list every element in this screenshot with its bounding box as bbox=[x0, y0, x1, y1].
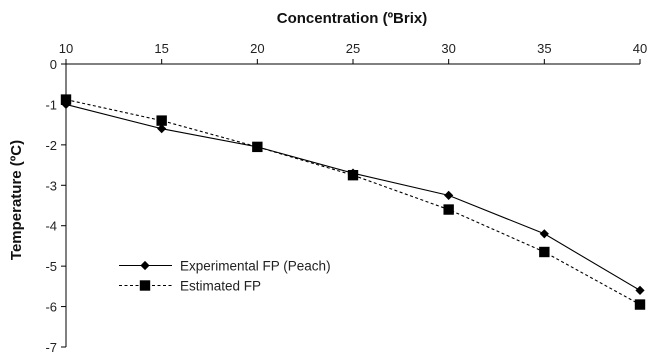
series-line bbox=[65, 99, 641, 306]
y-tick-label: -1 bbox=[45, 97, 57, 112]
legend-item: Estimated FP bbox=[119, 279, 261, 294]
y-tick-label: 0 bbox=[50, 57, 57, 72]
data-point bbox=[634, 299, 646, 310]
data-point bbox=[443, 204, 454, 215]
y-tick-label: -5 bbox=[45, 259, 57, 274]
x-tick-label: 20 bbox=[250, 41, 264, 56]
x-tick-label: 30 bbox=[441, 41, 455, 56]
x-tick-label: 40 bbox=[633, 41, 647, 56]
y-tick-label: -7 bbox=[45, 340, 57, 355]
x-tick-label: 15 bbox=[154, 41, 168, 56]
x-axis-title: Concentration (ºBrix) bbox=[277, 10, 427, 27]
x-tick-label: 25 bbox=[346, 41, 360, 56]
data-point bbox=[539, 229, 549, 239]
x-tick-label: 10 bbox=[59, 41, 73, 56]
y-tick-label: -6 bbox=[45, 300, 57, 315]
data-point bbox=[635, 285, 645, 295]
series-estimated-fp bbox=[60, 94, 646, 310]
legend-marker bbox=[139, 280, 151, 291]
y-axis-title: Temperature (ºC) bbox=[8, 140, 25, 260]
series-line bbox=[65, 103, 641, 291]
data-point bbox=[157, 124, 167, 134]
data-point bbox=[539, 246, 550, 258]
data-point bbox=[60, 94, 72, 105]
data-point bbox=[444, 190, 454, 200]
legend-item: Experimental FP (Peach) bbox=[119, 259, 331, 274]
axes: 10 15 20 25 30 35 40 0 -1 -2 -3 -4 -5 -6 -7 bbox=[45, 41, 647, 355]
legend: Experimental FP (Peach) Estimated FP bbox=[119, 259, 331, 294]
y-tick-label: -2 bbox=[45, 138, 57, 153]
y-tick-label: -3 bbox=[45, 178, 57, 193]
data-point bbox=[156, 115, 167, 126]
legend-label: Estimated FP bbox=[180, 279, 261, 294]
data-point bbox=[347, 169, 359, 181]
data-point bbox=[252, 141, 263, 153]
legend-label: Experimental FP (Peach) bbox=[180, 259, 331, 274]
x-tick-label: 35 bbox=[537, 41, 551, 56]
y-tick-label: -4 bbox=[45, 219, 57, 234]
series-layer bbox=[60, 94, 646, 310]
legend-marker bbox=[140, 260, 150, 271]
